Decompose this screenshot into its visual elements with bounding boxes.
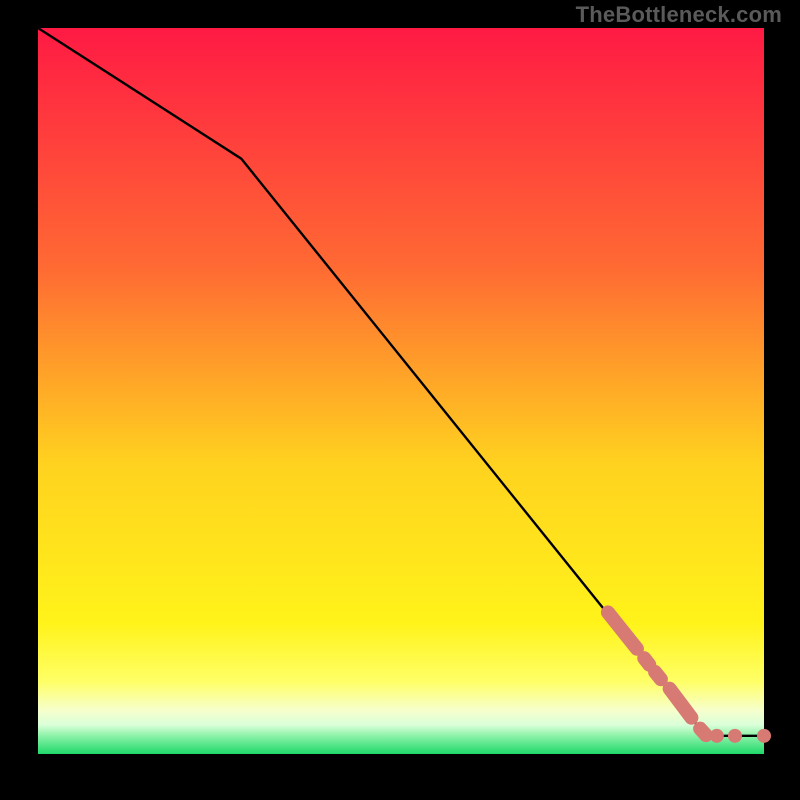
chart-svg xyxy=(38,28,764,754)
marker-dot xyxy=(728,729,742,743)
marker-segment xyxy=(670,689,692,718)
marker-segment xyxy=(608,612,637,648)
marker-segment xyxy=(644,658,649,665)
chart-line xyxy=(38,28,764,736)
plot-area xyxy=(38,28,764,754)
marker-dot xyxy=(710,729,724,743)
marker-segment xyxy=(655,672,661,679)
marker-segment xyxy=(700,729,706,736)
watermark-text: TheBottleneck.com xyxy=(576,2,782,28)
chart-container: TheBottleneck.com xyxy=(0,0,800,800)
marker-dot xyxy=(757,729,771,743)
